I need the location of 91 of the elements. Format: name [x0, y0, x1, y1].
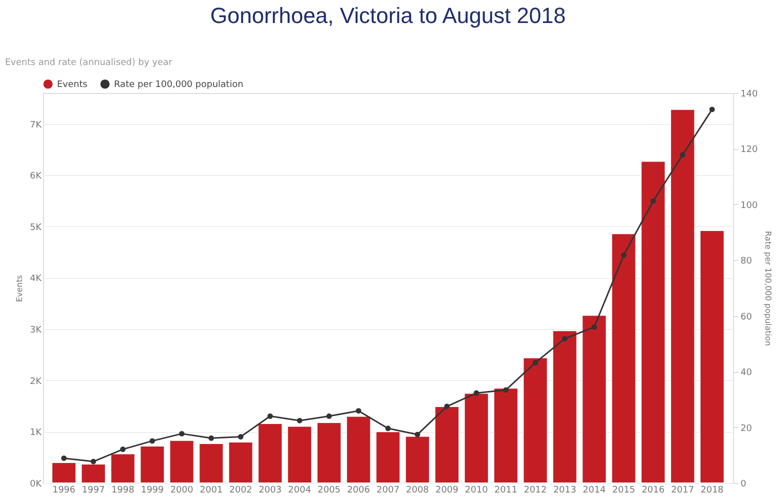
x-tick-label: 1998	[111, 486, 135, 496]
point	[532, 360, 538, 366]
bar	[552, 330, 578, 484]
bar	[110, 453, 136, 484]
y2-axis-title: Rate per 100,000 population	[764, 231, 773, 346]
point	[120, 446, 126, 452]
legend-label: Events	[57, 80, 88, 90]
x-tick-label: 2012	[524, 486, 547, 496]
y2-tick-label: 120	[740, 145, 758, 156]
x-tick-label: 1996	[52, 486, 76, 496]
y-axis-title: Events	[14, 274, 24, 302]
bar	[700, 230, 725, 484]
bar	[80, 464, 106, 484]
x-tick-label: 2007	[376, 486, 400, 496]
bar	[316, 422, 342, 484]
x-tick-label: 2017	[671, 486, 694, 496]
bar	[375, 431, 401, 484]
bar	[346, 416, 372, 484]
bar	[582, 314, 607, 484]
point	[709, 106, 715, 112]
x-tick-label: 1999	[140, 486, 164, 496]
point	[680, 152, 686, 158]
point	[150, 438, 156, 444]
bar	[493, 388, 518, 484]
x-tick-label: 2018	[700, 486, 724, 496]
x-tick-label: 2004	[288, 486, 312, 496]
bar	[169, 440, 194, 484]
point	[562, 336, 568, 342]
point	[267, 413, 273, 419]
x-tick-label: 1997	[82, 486, 105, 496]
y2-tick-label: 0	[740, 480, 746, 490]
bar	[464, 392, 489, 484]
x-tick-label: 2013	[553, 486, 576, 496]
bar	[404, 436, 430, 484]
x-tick-label: 2009	[435, 486, 459, 496]
bar	[640, 160, 666, 484]
x-tick-label: 2002	[229, 486, 252, 496]
y-tick-label: 5K	[30, 222, 43, 233]
x-tick-label: 2008	[406, 486, 430, 496]
point	[326, 413, 332, 419]
point	[503, 387, 509, 393]
bar	[140, 446, 165, 484]
point	[414, 432, 420, 438]
point	[650, 198, 656, 204]
point	[356, 408, 362, 414]
y-tick-label: 7K	[30, 120, 43, 130]
bar	[522, 357, 548, 484]
bar	[434, 406, 460, 484]
y-tick-label: 1K	[30, 428, 43, 438]
point	[61, 455, 67, 461]
x-tick-label: 2011	[494, 486, 518, 496]
x-tick-label: 2016	[642, 486, 665, 496]
x-tick-label: 2005	[318, 486, 341, 496]
x-tick-label: 2015	[612, 486, 636, 496]
y-tick-label: 0K	[30, 480, 43, 490]
y2-tick-label: 80	[740, 256, 752, 267]
legend-label: Rate per 100,000 population	[114, 80, 244, 90]
y2-tick-label: 20	[740, 424, 752, 434]
bar	[611, 233, 636, 484]
chart-subtitle: Events and rate (annualised) by year	[5, 58, 173, 68]
y-tick-label: 3K	[30, 326, 43, 336]
point	[620, 252, 626, 258]
bar	[198, 442, 224, 484]
point	[444, 404, 450, 410]
x-tick-label: 2014	[582, 486, 606, 496]
bar	[228, 441, 254, 484]
point	[474, 390, 480, 396]
y-tick-label: 2K	[30, 376, 43, 387]
bar	[670, 108, 696, 484]
point	[90, 458, 96, 464]
x-tick-label: 2000	[170, 486, 194, 496]
bar	[287, 426, 312, 484]
bar	[258, 422, 283, 484]
y2-tick-label: 60	[740, 312, 752, 322]
x-tick-label: 2003	[258, 486, 282, 496]
y2-tick-label: 40	[740, 368, 752, 378]
y2-tick-label: 100	[740, 200, 758, 211]
x-tick-label: 2010	[464, 486, 488, 496]
y2-tick-label: 140	[740, 90, 758, 100]
y-tick-label: 6K	[30, 172, 43, 182]
x-tick-label: 2001	[200, 486, 223, 496]
x-tick-label: 2006	[347, 486, 370, 496]
point	[179, 430, 185, 436]
bar	[51, 462, 76, 484]
chart-title: Gonorrhoea, Victoria to August 2018	[210, 3, 566, 28]
point	[591, 324, 597, 330]
point	[385, 426, 391, 432]
point	[208, 435, 214, 441]
point	[296, 418, 302, 424]
point	[238, 434, 244, 440]
y-tick-label: 4K	[30, 274, 43, 284]
